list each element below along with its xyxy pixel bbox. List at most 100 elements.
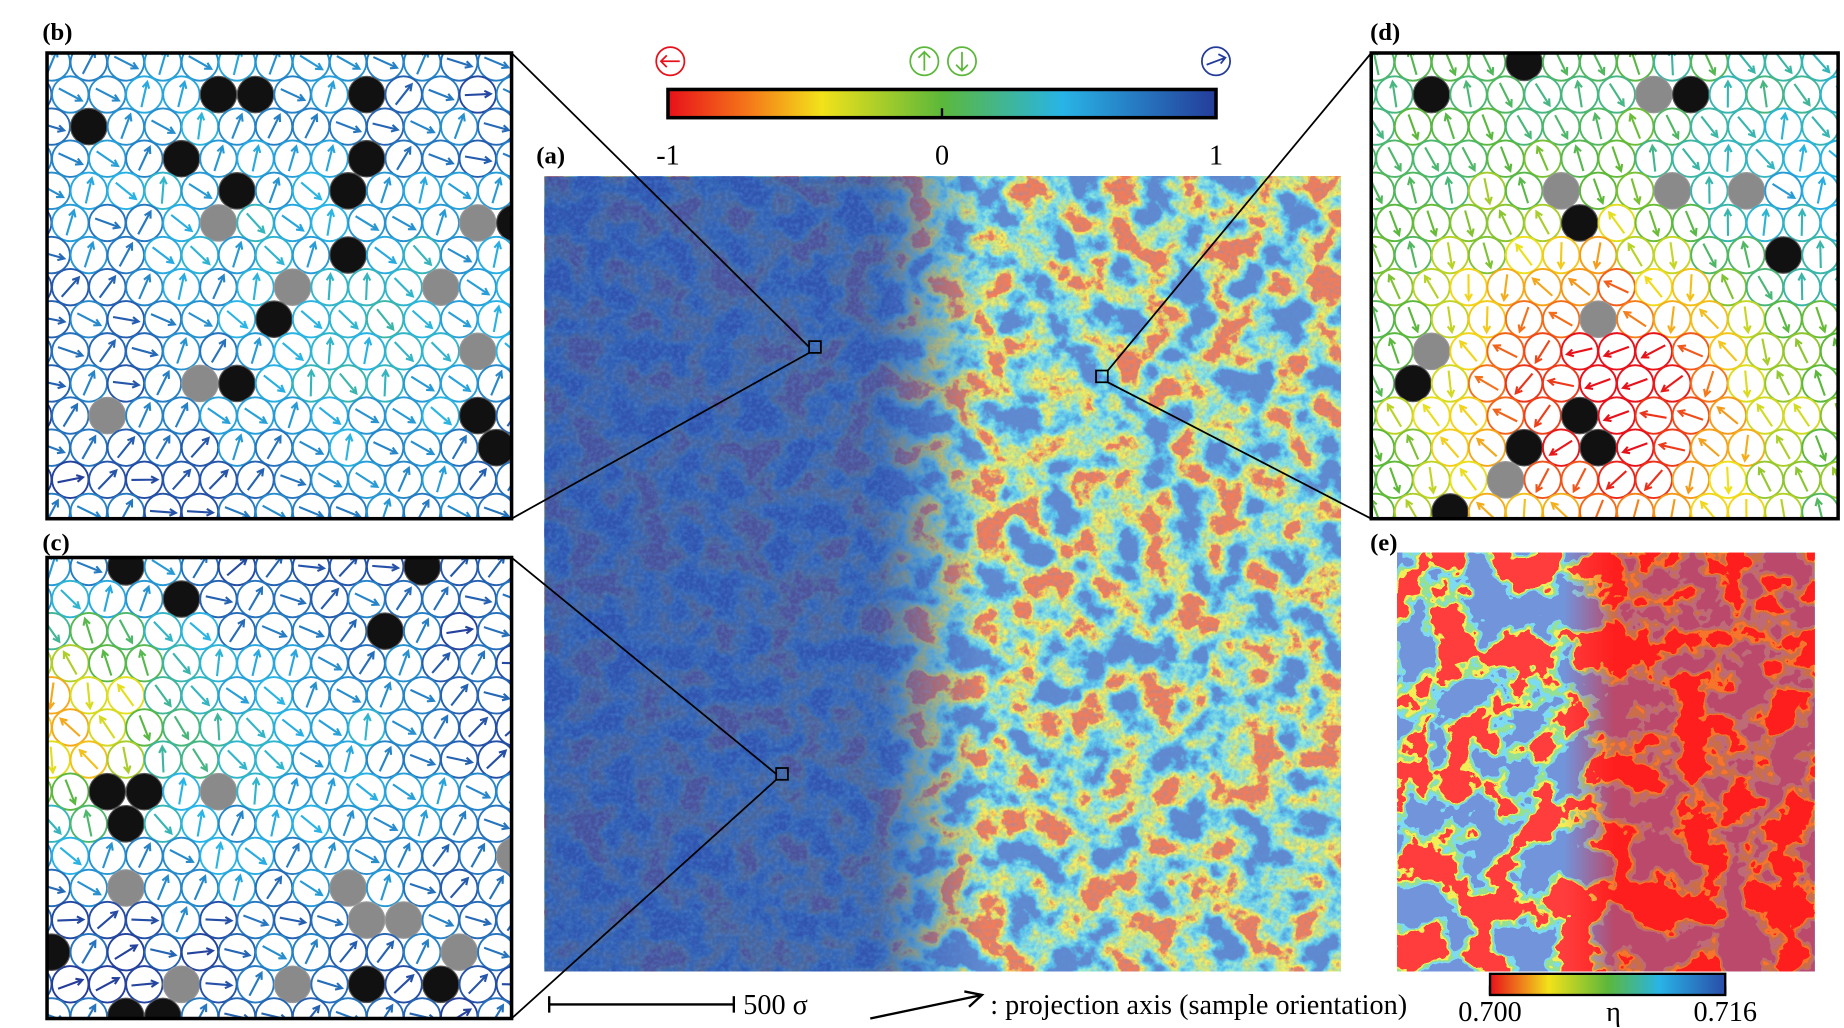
particle bbox=[348, 140, 384, 176]
particle bbox=[330, 870, 366, 906]
particle bbox=[404, 998, 440, 1028]
particle bbox=[274, 269, 310, 305]
particle bbox=[182, 998, 218, 1028]
particle bbox=[1580, 429, 1616, 465]
particle bbox=[478, 429, 514, 465]
spin-arrow bbox=[20, 220, 46, 227]
particle bbox=[497, 397, 533, 433]
particle bbox=[1839, 173, 1844, 209]
inset bbox=[1321, 12, 1844, 562]
particle bbox=[293, 998, 329, 1028]
particle bbox=[0, 429, 33, 465]
particle bbox=[34, 934, 70, 970]
particle bbox=[1321, 44, 1357, 80]
spin-arrow bbox=[428, 530, 453, 538]
spin-arrow bbox=[318, 538, 341, 550]
spin-arrow bbox=[8, 877, 21, 900]
particle bbox=[497, 333, 533, 369]
particle bbox=[145, 998, 181, 1028]
particle bbox=[497, 269, 533, 305]
spin-arrow bbox=[176, 19, 188, 42]
particle bbox=[348, 517, 384, 553]
particle bbox=[478, 998, 514, 1028]
particle bbox=[330, 998, 366, 1028]
spin-arrow bbox=[1649, 18, 1656, 43]
particle bbox=[1747, 12, 1783, 48]
particle bbox=[1839, 44, 1844, 80]
particle bbox=[1580, 301, 1616, 337]
spin-arrow bbox=[20, 411, 46, 418]
particle bbox=[0, 301, 33, 337]
spin-arrow bbox=[391, 27, 417, 34]
spin-arrow bbox=[1353, 275, 1361, 300]
particle bbox=[1765, 237, 1801, 273]
density-map bbox=[1397, 553, 1814, 972]
spin-arrow bbox=[1428, 531, 1436, 556]
spin-arrow bbox=[354, 27, 380, 34]
particle bbox=[89, 12, 125, 48]
spin-arrow bbox=[207, 539, 231, 550]
spin-arrow bbox=[1610, 20, 1624, 42]
tick-label: 0 bbox=[935, 141, 949, 172]
particle bbox=[1654, 173, 1690, 209]
particle bbox=[1413, 76, 1449, 112]
spin-arrow bbox=[3, 379, 27, 389]
particle bbox=[219, 365, 255, 401]
particle bbox=[0, 44, 33, 80]
particle bbox=[1561, 12, 1597, 48]
particle bbox=[1413, 333, 1449, 369]
particle bbox=[163, 12, 199, 48]
spin-arrow bbox=[525, 814, 542, 833]
particle bbox=[0, 934, 33, 970]
spin-arrow bbox=[322, 524, 338, 545]
tick-label: 0.700 bbox=[1458, 997, 1521, 1028]
particle bbox=[1524, 12, 1560, 48]
spin-arrow bbox=[29, 844, 39, 868]
particle bbox=[1321, 108, 1357, 144]
spin-arrow bbox=[28, 147, 39, 171]
particle bbox=[460, 12, 496, 48]
particle bbox=[0, 998, 33, 1028]
spin-arrow bbox=[100, 533, 114, 555]
orientation-icons bbox=[656, 47, 1230, 75]
particle bbox=[0, 870, 33, 906]
particle bbox=[274, 966, 310, 1002]
panel-label: (c) bbox=[42, 529, 69, 556]
spin-arrow bbox=[2, 188, 28, 195]
particle bbox=[441, 934, 477, 970]
particle bbox=[274, 517, 310, 553]
tick-label: -1 bbox=[656, 141, 680, 172]
spin-arrow bbox=[1333, 115, 1343, 139]
particle bbox=[89, 773, 125, 809]
particle bbox=[1821, 526, 1844, 562]
spin-arrow bbox=[1352, 211, 1364, 234]
spin-arrow bbox=[212, 523, 224, 546]
spin-arrow bbox=[428, 27, 453, 35]
particle bbox=[515, 998, 551, 1028]
spin-arrow bbox=[521, 122, 545, 132]
particle bbox=[1636, 12, 1672, 48]
particle bbox=[0, 494, 33, 530]
particle bbox=[1784, 12, 1820, 48]
spin-arrow bbox=[20, 476, 46, 483]
particle bbox=[108, 549, 144, 585]
particle bbox=[367, 998, 403, 1028]
particle bbox=[497, 902, 533, 938]
particle bbox=[1839, 301, 1844, 337]
particle bbox=[0, 806, 33, 842]
particle bbox=[1673, 76, 1709, 112]
particle bbox=[515, 108, 551, 144]
spin-arrow bbox=[522, 1009, 544, 1023]
particle bbox=[497, 838, 533, 874]
particle bbox=[311, 12, 347, 48]
spin-arrow bbox=[172, 525, 190, 544]
spin-arrow bbox=[521, 883, 546, 892]
spin-arrow bbox=[1426, 18, 1437, 42]
panel-label: (d) bbox=[1370, 19, 1400, 46]
particle bbox=[1839, 108, 1844, 144]
particle bbox=[0, 613, 33, 649]
spin-arrow bbox=[9, 748, 20, 772]
panel-label: (a) bbox=[536, 143, 565, 170]
spin-arrow bbox=[528, 684, 540, 707]
particle bbox=[1839, 494, 1844, 530]
